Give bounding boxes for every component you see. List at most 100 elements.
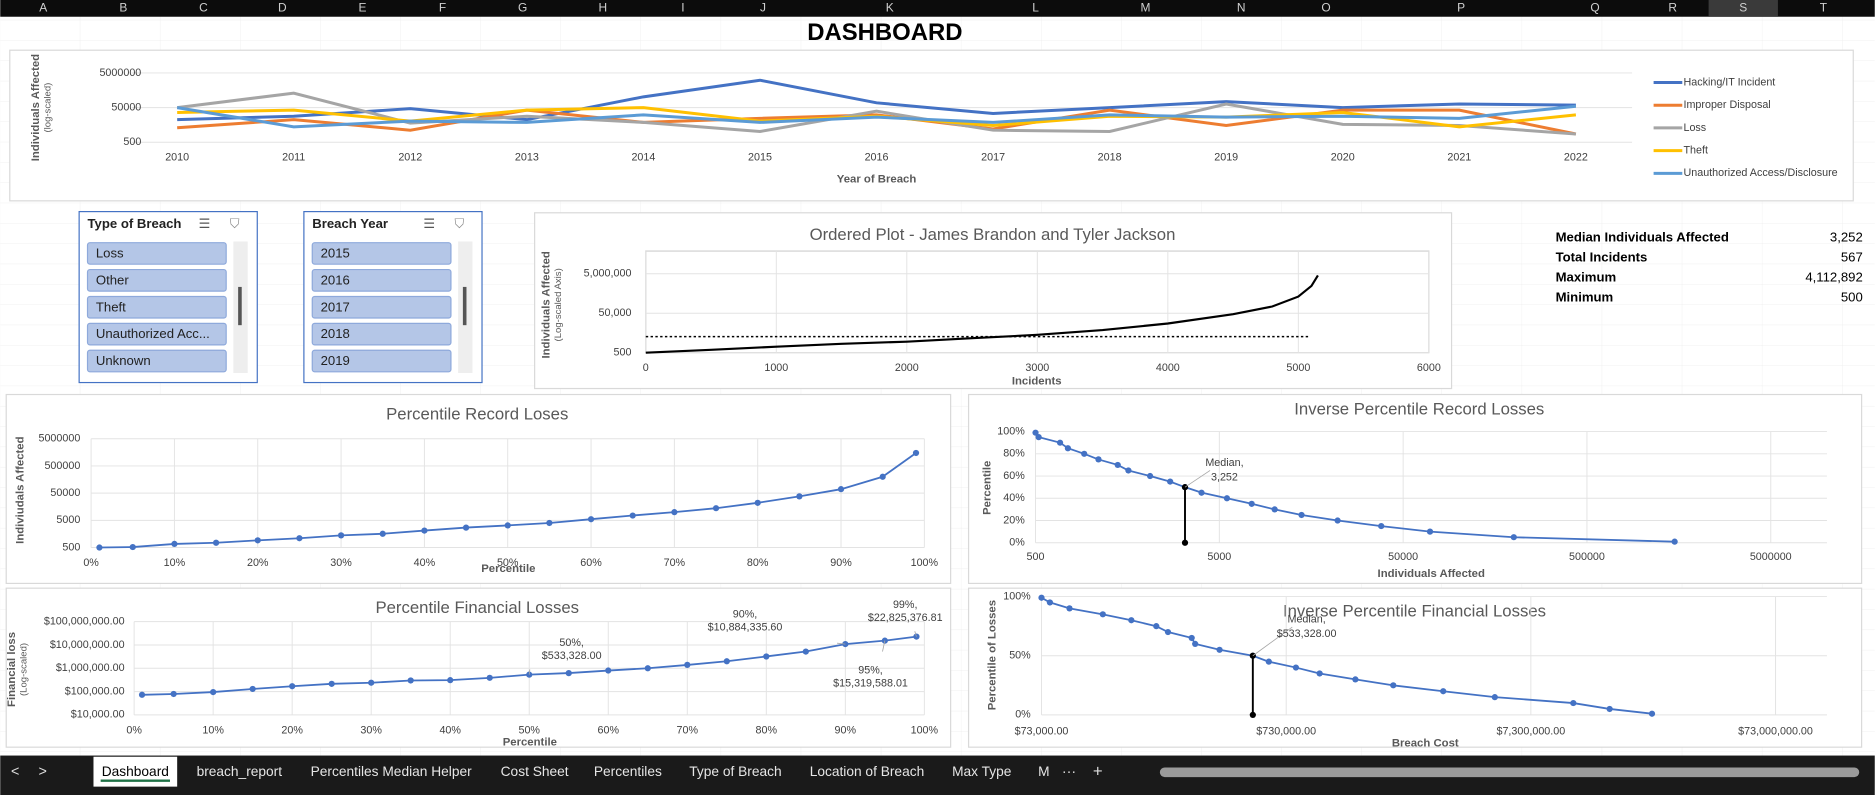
slicer-item-label[interactable]: 2019 (321, 353, 350, 368)
slicer-item[interactable] (311, 268, 452, 292)
sheet-tab[interactable]: Percentiles (594, 764, 662, 779)
clear-filter-icon[interactable]: ⛉ (455, 216, 465, 231)
x-tick-label: 50000 (1388, 551, 1418, 563)
slicer-item[interactable] (86, 349, 227, 373)
data-point (1265, 658, 1272, 665)
data-point (565, 670, 572, 677)
column-letter[interactable]: G (518, 1, 527, 15)
slicer-item[interactable] (311, 349, 452, 373)
column-letter[interactable]: B (119, 1, 127, 15)
slicer-item[interactable] (86, 242, 227, 265)
slicer-item-label[interactable]: Unauthorized Acc... (96, 326, 210, 341)
data-point (879, 473, 886, 480)
x-tick-label: 2012 (398, 152, 422, 164)
chart-title: Percentile Financial Losses (375, 598, 579, 617)
column-letter[interactable]: S (1739, 1, 1747, 15)
sheet-tab[interactable]: Type of Breach (689, 764, 781, 779)
x-tick-label: 2017 (981, 152, 1005, 164)
x-tick-label: 2019 (1214, 152, 1238, 164)
x-tick-label: 40% (414, 557, 436, 569)
column-letter[interactable]: N (1237, 1, 1246, 15)
x-tick-label: 6000 (1417, 362, 1441, 374)
column-letter[interactable]: I (681, 1, 684, 15)
sheet-tab[interactable]: Percentiles Median Helper (311, 764, 473, 779)
slicer-item[interactable] (311, 322, 452, 346)
y-tick-label: 80% (1003, 448, 1025, 460)
column-letter[interactable]: R (1668, 1, 1677, 15)
x-tick-label: 2011 (282, 152, 305, 164)
data-point (296, 535, 303, 542)
sheet-tab[interactable]: Max Type (952, 764, 1012, 779)
column-letter[interactable]: F (439, 1, 446, 15)
slicer-item-label[interactable]: Unknown (96, 353, 151, 368)
slicer-item[interactable] (86, 268, 227, 292)
column-letter[interactable]: K (886, 1, 894, 15)
sheet-tab[interactable]: Cost Sheet (501, 764, 569, 779)
slicer-item-label[interactable]: 2016 (321, 272, 350, 287)
data-point (337, 532, 345, 539)
slicer-item-label[interactable]: Loss (96, 246, 124, 261)
x-tick-label: $7,300,000.00 (1496, 725, 1565, 737)
column-letter[interactable]: A (39, 1, 47, 15)
clear-filter-icon[interactable]: ⛉ (230, 216, 240, 231)
horizontal-scrollbar[interactable] (1159, 767, 1860, 778)
column-letter[interactable]: L (1032, 1, 1039, 15)
column-letter[interactable]: M (1141, 1, 1151, 15)
data-point (1099, 611, 1106, 618)
sheet-tab[interactable]: M (1038, 764, 1049, 779)
column-letter[interactable]: C (199, 1, 208, 15)
slicer-item-label[interactable]: 2015 (321, 246, 350, 261)
x-axis-title: Percentile (503, 736, 557, 748)
x-tick-label: 2000 (895, 362, 919, 374)
multi-select-icon[interactable]: ☰ (199, 216, 211, 231)
slicer-item-label[interactable]: 2018 (321, 326, 350, 341)
data-point (1223, 495, 1231, 502)
column-letter[interactable]: D (278, 1, 287, 15)
data-point (671, 509, 678, 516)
x-tick-label: 80% (756, 724, 778, 736)
data-point (138, 691, 146, 698)
column-letter[interactable]: E (358, 1, 366, 15)
slicer-item-label[interactable]: Theft (96, 299, 126, 314)
sheet-tab[interactable]: breach_report (197, 764, 283, 779)
data-point (684, 661, 691, 668)
sheet-tab[interactable]: Location of Breach (810, 764, 925, 779)
sheet-tab[interactable]: Dashboard (102, 764, 169, 779)
slicer-item[interactable] (311, 295, 452, 319)
multi-select-icon[interactable]: ☰ (423, 216, 435, 231)
series-line (645, 274, 1319, 354)
x-axis-title: Percentile (481, 563, 535, 575)
y-tick-label: 0% (1009, 537, 1025, 549)
x-tick-label: $730,000.00 (1256, 725, 1316, 737)
slicer-item-label[interactable]: Other (96, 272, 129, 287)
more-sheets[interactable]: ··· (1062, 764, 1076, 780)
data-point (1056, 439, 1064, 446)
slicer-item-label[interactable]: 2017 (321, 299, 350, 314)
slicer-item[interactable] (86, 295, 227, 319)
annotation-label: Median, (1205, 457, 1243, 469)
column-letter[interactable]: Q (1590, 1, 1599, 15)
slicer-scroll-thumb[interactable] (462, 286, 467, 326)
column-letter[interactable]: J (760, 1, 766, 15)
slicer-item[interactable] (311, 242, 452, 265)
slicer-item[interactable] (86, 322, 227, 346)
slicer-scroll-thumb[interactable] (238, 286, 242, 326)
add-sheet[interactable]: + (1093, 762, 1103, 781)
column-letter[interactable]: P (1457, 1, 1465, 15)
column-letter[interactable]: O (1321, 1, 1330, 15)
chart-title: Inverse Percentile Financial Losses (1283, 602, 1546, 621)
y-tick-label: 60% (1003, 470, 1025, 482)
next-sheet[interactable]: > (38, 764, 46, 780)
data-point (763, 653, 770, 660)
data-point (546, 519, 553, 527)
y-tick-label: 0% (1015, 709, 1031, 721)
label-leader (837, 642, 846, 645)
prev-sheet[interactable]: < (11, 764, 19, 780)
x-tick-label: 10% (164, 557, 186, 569)
data-point (1064, 445, 1072, 452)
column-letter[interactable]: T (1820, 1, 1828, 15)
label-leader (1184, 470, 1211, 488)
column-letter[interactable]: H (598, 1, 607, 15)
chart-title: Inverse Percentile Record Losses (1294, 399, 1544, 418)
